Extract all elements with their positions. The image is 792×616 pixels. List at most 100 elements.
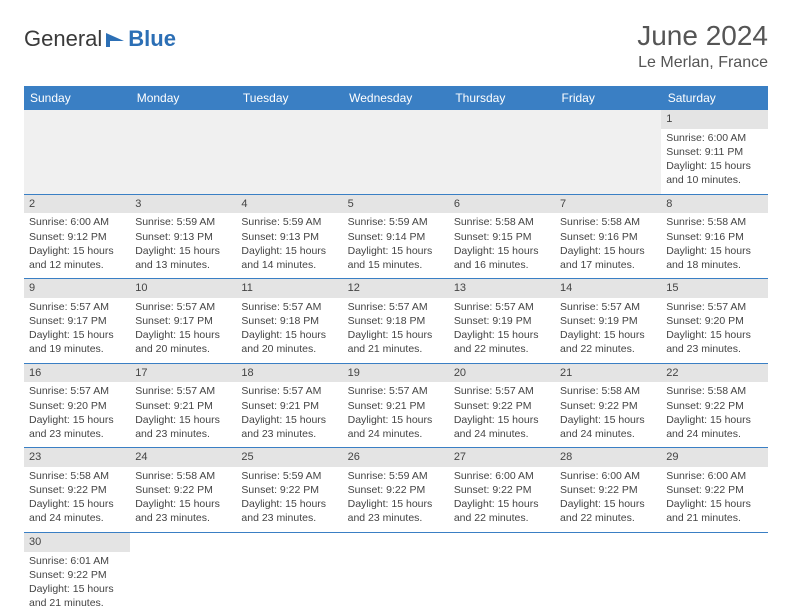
- daylight-line: Daylight: 15 hours and 17 minutes.: [560, 244, 656, 272]
- calendar-cell-empty: [130, 110, 236, 194]
- calendar-cell: 9Sunrise: 5:57 AMSunset: 9:17 PMDaylight…: [24, 279, 130, 364]
- day-number: 13: [449, 279, 555, 298]
- sunrise-line: Sunrise: 5:59 AM: [348, 215, 444, 229]
- sunset-line: Sunset: 9:14 PM: [348, 230, 444, 244]
- sunset-line: Sunset: 9:21 PM: [348, 399, 444, 413]
- daylight-line: Daylight: 15 hours and 22 minutes.: [454, 328, 550, 356]
- calendar-cell: 17Sunrise: 5:57 AMSunset: 9:21 PMDayligh…: [130, 363, 236, 448]
- calendar-cell: 2Sunrise: 6:00 AMSunset: 9:12 PMDaylight…: [24, 194, 130, 279]
- sunset-line: Sunset: 9:22 PM: [135, 483, 231, 497]
- sunset-line: Sunset: 9:12 PM: [29, 230, 125, 244]
- sunset-line: Sunset: 9:11 PM: [666, 145, 762, 159]
- sunset-line: Sunset: 9:19 PM: [560, 314, 656, 328]
- daylight-line: Daylight: 15 hours and 22 minutes.: [454, 497, 550, 525]
- day-header: Monday: [130, 86, 236, 110]
- day-number: 23: [24, 448, 130, 467]
- sunset-line: Sunset: 9:16 PM: [666, 230, 762, 244]
- calendar-cell-empty: [343, 110, 449, 194]
- sunrise-line: Sunrise: 5:57 AM: [241, 384, 337, 398]
- daylight-line: Daylight: 15 hours and 12 minutes.: [29, 244, 125, 272]
- sunrise-line: Sunrise: 5:58 AM: [666, 384, 762, 398]
- day-number: 20: [449, 364, 555, 383]
- day-number: 29: [661, 448, 767, 467]
- day-number: 19: [343, 364, 449, 383]
- day-number: 28: [555, 448, 661, 467]
- sunset-line: Sunset: 9:18 PM: [241, 314, 337, 328]
- sunset-line: Sunset: 9:22 PM: [454, 483, 550, 497]
- flag-icon: [106, 31, 126, 47]
- calendar-cell-empty: [24, 110, 130, 194]
- calendar-cell: 19Sunrise: 5:57 AMSunset: 9:21 PMDayligh…: [343, 363, 449, 448]
- sunrise-line: Sunrise: 5:58 AM: [135, 469, 231, 483]
- day-number: 25: [236, 448, 342, 467]
- title-block: June 2024 Le Merlan, France: [637, 20, 768, 72]
- sunset-line: Sunset: 9:22 PM: [666, 483, 762, 497]
- day-number: 8: [661, 195, 767, 214]
- calendar-cell: 3Sunrise: 5:59 AMSunset: 9:13 PMDaylight…: [130, 194, 236, 279]
- daylight-line: Daylight: 15 hours and 21 minutes.: [29, 582, 125, 610]
- sunrise-line: Sunrise: 5:59 AM: [135, 215, 231, 229]
- sunrise-line: Sunrise: 5:57 AM: [454, 300, 550, 314]
- sunrise-line: Sunrise: 6:00 AM: [666, 469, 762, 483]
- calendar-cell: 15Sunrise: 5:57 AMSunset: 9:20 PMDayligh…: [661, 279, 767, 364]
- sunset-line: Sunset: 9:22 PM: [241, 483, 337, 497]
- daylight-line: Daylight: 15 hours and 15 minutes.: [348, 244, 444, 272]
- day-header: Friday: [555, 86, 661, 110]
- sunset-line: Sunset: 9:22 PM: [560, 399, 656, 413]
- sunrise-line: Sunrise: 5:57 AM: [348, 384, 444, 398]
- daylight-line: Daylight: 15 hours and 13 minutes.: [135, 244, 231, 272]
- calendar-cell: 14Sunrise: 5:57 AMSunset: 9:19 PMDayligh…: [555, 279, 661, 364]
- day-number: 16: [24, 364, 130, 383]
- calendar-cell: 1Sunrise: 6:00 AMSunset: 9:11 PMDaylight…: [661, 110, 767, 194]
- day-number: 18: [236, 364, 342, 383]
- daylight-line: Daylight: 15 hours and 18 minutes.: [666, 244, 762, 272]
- day-number: 5: [343, 195, 449, 214]
- sunrise-line: Sunrise: 5:57 AM: [29, 300, 125, 314]
- calendar-row: 30Sunrise: 6:01 AMSunset: 9:22 PMDayligh…: [24, 532, 768, 616]
- calendar-cell: 18Sunrise: 5:57 AMSunset: 9:21 PMDayligh…: [236, 363, 342, 448]
- calendar-cell: 10Sunrise: 5:57 AMSunset: 9:17 PMDayligh…: [130, 279, 236, 364]
- daylight-line: Daylight: 15 hours and 24 minutes.: [29, 497, 125, 525]
- calendar-cell: 29 Sunrise: 6:00 AMSunset: 9:22 PMDayligh…: [661, 448, 767, 533]
- day-number: 15: [661, 279, 767, 298]
- day-header: Tuesday: [236, 86, 342, 110]
- daylight-line: Daylight: 15 hours and 20 minutes.: [241, 328, 337, 356]
- day-number: 12: [343, 279, 449, 298]
- day-number: 10: [130, 279, 236, 298]
- calendar-cell: 21Sunrise: 5:58 AMSunset: 9:22 PMDayligh…: [555, 363, 661, 448]
- daylight-line: Daylight: 15 hours and 24 minutes.: [666, 413, 762, 441]
- day-number: 30: [24, 533, 130, 552]
- daylight-line: Daylight: 15 hours and 23 minutes.: [241, 497, 337, 525]
- day-number: 14: [555, 279, 661, 298]
- day-number: 6: [449, 195, 555, 214]
- calendar-row: 9Sunrise: 5:57 AMSunset: 9:17 PMDaylight…: [24, 279, 768, 364]
- sunrise-line: Sunrise: 5:58 AM: [454, 215, 550, 229]
- calendar-cell-empty: [555, 532, 661, 616]
- calendar-cell-empty: [555, 110, 661, 194]
- sunrise-line: Sunrise: 5:57 AM: [666, 300, 762, 314]
- daylight-line: Daylight: 15 hours and 24 minutes.: [348, 413, 444, 441]
- sunset-line: Sunset: 9:22 PM: [560, 483, 656, 497]
- sunrise-line: Sunrise: 5:58 AM: [666, 215, 762, 229]
- day-number: 27: [449, 448, 555, 467]
- sunrise-line: Sunrise: 5:57 AM: [348, 300, 444, 314]
- sunrise-line: Sunrise: 5:57 AM: [135, 384, 231, 398]
- calendar-cell: 8Sunrise: 5:58 AMSunset: 9:16 PMDaylight…: [661, 194, 767, 279]
- day-header: Saturday: [661, 86, 767, 110]
- sunrise-line: Sunrise: 5:58 AM: [560, 215, 656, 229]
- day-header-row: SundayMondayTuesdayWednesdayThursdayFrid…: [24, 86, 768, 110]
- calendar-cell: 6Sunrise: 5:58 AMSunset: 9:15 PMDaylight…: [449, 194, 555, 279]
- calendar-cell: 27Sunrise: 6:00 AMSunset: 9:22 PMDayligh…: [449, 448, 555, 533]
- sunset-line: Sunset: 9:22 PM: [29, 483, 125, 497]
- calendar-cell: 22Sunrise: 5:58 AMSunset: 9:22 PMDayligh…: [661, 363, 767, 448]
- day-number: 3: [130, 195, 236, 214]
- day-header: Sunday: [24, 86, 130, 110]
- daylight-line: Daylight: 15 hours and 23 minutes.: [135, 497, 231, 525]
- logo-text-1: General: [24, 26, 102, 52]
- daylight-line: Daylight: 15 hours and 21 minutes.: [348, 328, 444, 356]
- calendar-cell: 13Sunrise: 5:57 AMSunset: 9:19 PMDayligh…: [449, 279, 555, 364]
- sunrise-line: Sunrise: 5:57 AM: [454, 384, 550, 398]
- calendar-cell: 11Sunrise: 5:57 AMSunset: 9:18 PMDayligh…: [236, 279, 342, 364]
- calendar-cell: 4Sunrise: 5:59 AMSunset: 9:13 PMDaylight…: [236, 194, 342, 279]
- daylight-line: Daylight: 15 hours and 21 minutes.: [666, 497, 762, 525]
